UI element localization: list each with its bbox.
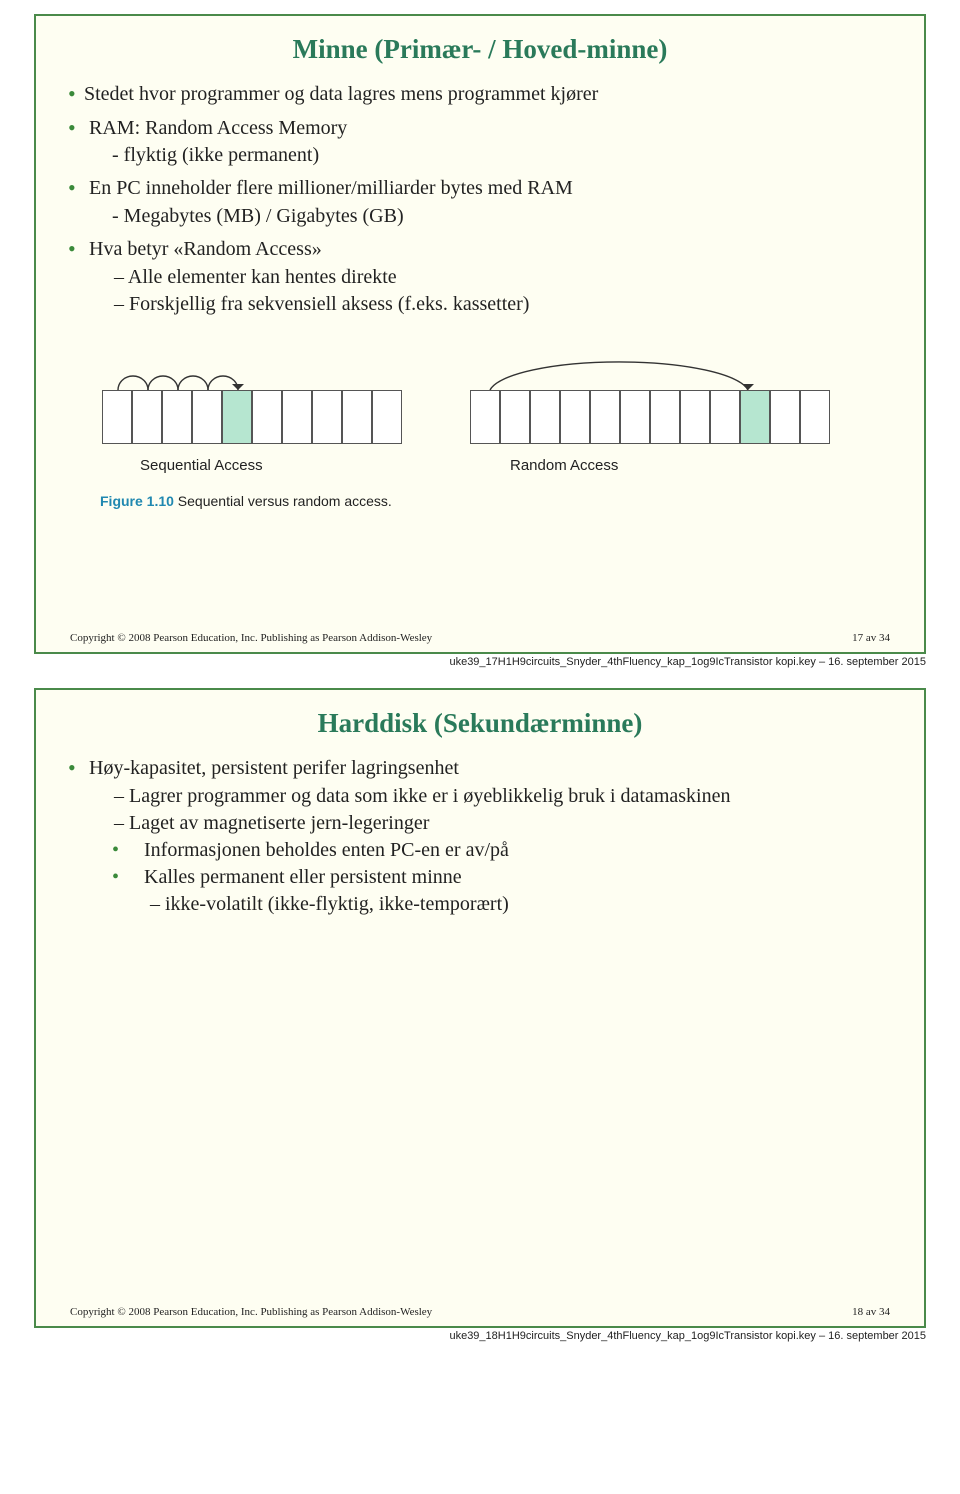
dash-line: Laget av magnetiserte jern-legeringer (84, 810, 890, 837)
figure-caption-text: Sequential versus random access. (174, 493, 392, 509)
random-cells (470, 390, 830, 444)
bullet: Stedet hvor programmer og data lagres me… (84, 79, 890, 109)
file-path: uke39_18H1H9circuits_Snyder_4thFluency_k… (34, 1330, 926, 1342)
bullet-text: Høy-kapasitet, persistent perifer lagrin… (89, 757, 459, 779)
file-path: uke39_17H1H9circuits_Snyder_4thFluency_k… (34, 656, 926, 668)
bullet: Høy-kapasitet, persistent perifer lagrin… (84, 753, 890, 918)
slide-2: Harddisk (Sekundærminne) Høy-kapasitet, … (34, 688, 926, 1328)
slide-1: Minne (Primær- / Hoved-minne) Stedet hvo… (34, 14, 926, 654)
bullet: En PC inneholder flere millioner/milliar… (84, 173, 890, 230)
figure-caption: Figure 1.10 Sequential versus random acc… (100, 492, 392, 511)
sub-line: - Megabytes (MB) / Gigabytes (GB) (84, 203, 890, 230)
sequential-label: Sequential Access (140, 456, 263, 476)
dash-line-deep: ikke-volatilt (ikke-flyktig, ikke-tempor… (84, 891, 890, 918)
sub-bullet: Kalles permanent eller persistent minne (84, 864, 890, 891)
sub-line: - flyktig (ikke permanent) (84, 142, 890, 169)
dash-line: Forskjellig fra sekvensiell aksess (f.ek… (84, 291, 890, 318)
figure-1-10: Sequential Access Random Access Figure 1… (70, 344, 890, 514)
page-number: 18 av 34 (852, 1306, 890, 1318)
sub-bullet: Informasjonen beholdes enten PC-en er av… (84, 837, 890, 864)
slide-body: Stedet hvor programmer og data lagres me… (70, 79, 890, 514)
bullet-text: En PC inneholder flere millioner/milliar… (89, 177, 573, 199)
slide-body: Høy-kapasitet, persistent perifer lagrin… (70, 753, 890, 918)
bullet: Hva betyr «Random Access» Alle elementer… (84, 234, 890, 318)
bullet: RAM: Random Access Memory - flyktig (ikk… (84, 113, 890, 170)
dash-line: Alle elementer kan hentes direkte (84, 264, 890, 291)
sequential-cells (102, 390, 402, 444)
page-number: 17 av 34 (852, 632, 890, 644)
dash-line: Lagrer programmer og data som ikke er i … (84, 783, 890, 810)
copyright-text: Copyright © 2008 Pearson Education, Inc.… (70, 632, 432, 644)
slide-title: Minne (Primær- / Hoved-minne) (70, 34, 890, 65)
random-label: Random Access (510, 456, 618, 476)
slide-title: Harddisk (Sekundærminne) (70, 708, 890, 739)
copyright-text: Copyright © 2008 Pearson Education, Inc.… (70, 1306, 432, 1318)
bullet-text: Hva betyr «Random Access» (89, 238, 322, 260)
figure-number: Figure 1.10 (100, 493, 174, 509)
bullet-text: RAM: Random Access Memory (89, 117, 347, 139)
